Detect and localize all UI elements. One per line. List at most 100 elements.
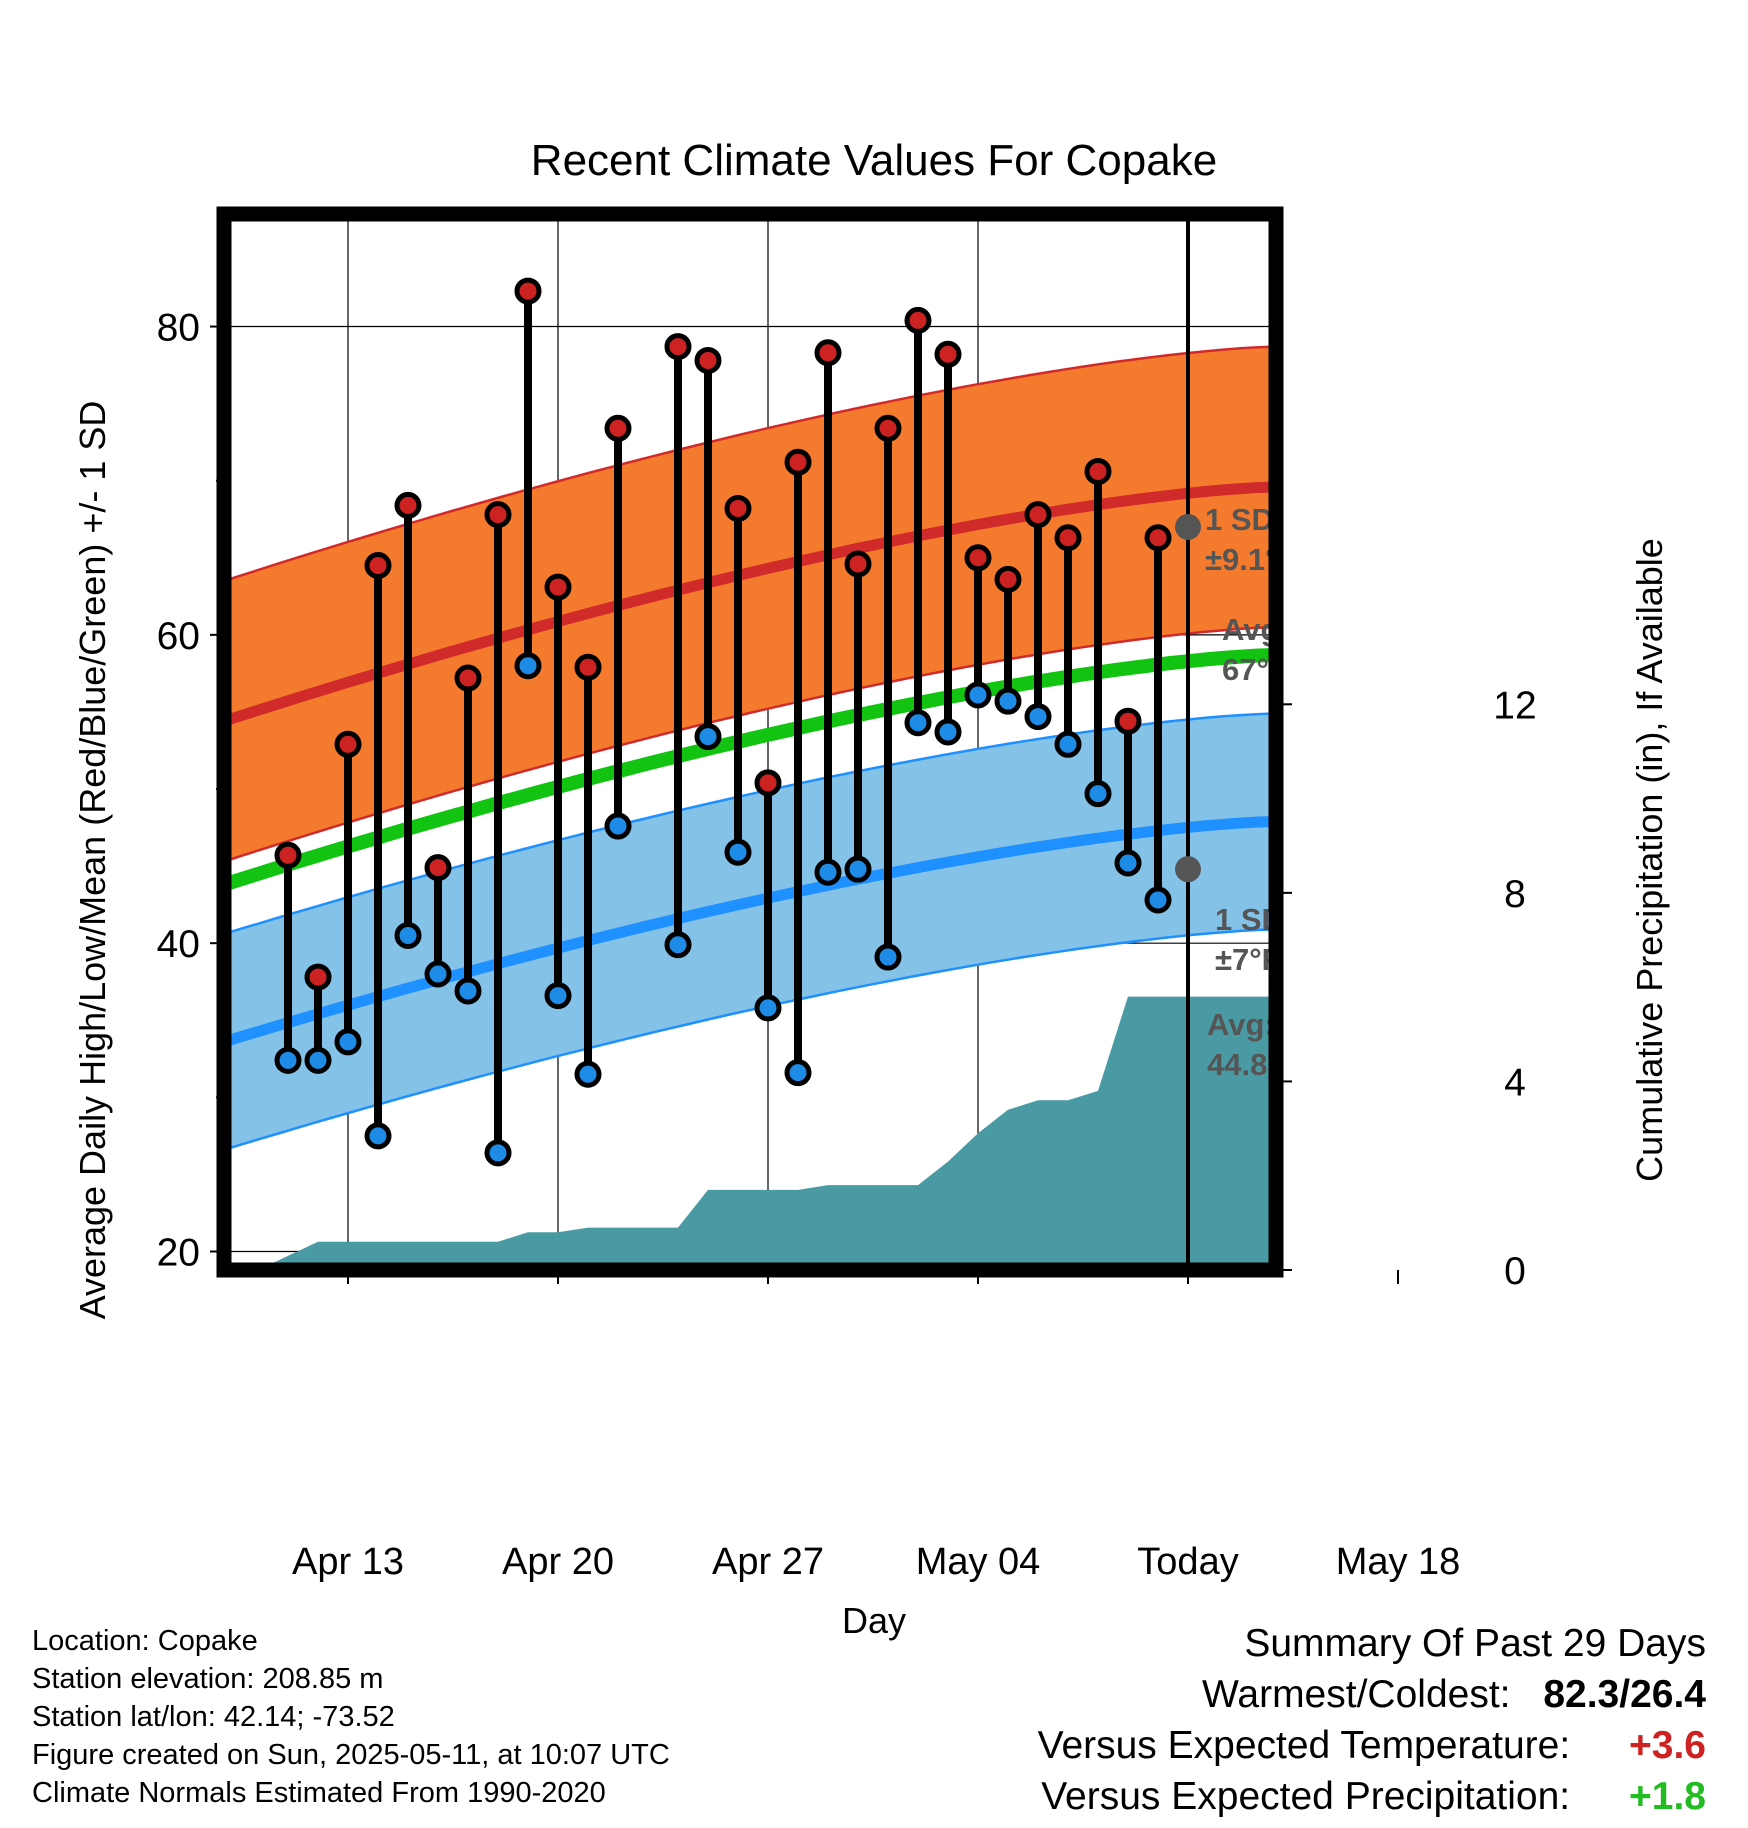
low-sd-lower-line — [224, 928, 1276, 1151]
summary-heading: Summary Of Past 29 Days — [1244, 1622, 1706, 1665]
low-point — [1144, 886, 1172, 914]
high-point — [544, 573, 572, 601]
today-high-avg-marker — [1175, 513, 1201, 540]
low-point — [334, 1028, 362, 1056]
low-point — [784, 1059, 812, 1087]
high-point — [874, 414, 902, 442]
high-point — [814, 339, 842, 367]
low-point — [694, 723, 722, 751]
normal-low-line — [224, 815, 1276, 1048]
high-point — [1114, 707, 1142, 735]
low-point — [484, 1139, 512, 1167]
warm-cold-value: 82.3/26.4 — [1543, 1673, 1706, 1716]
low-point — [904, 709, 932, 737]
high-point — [514, 277, 542, 305]
high-point — [484, 501, 512, 529]
high-point — [394, 491, 422, 519]
summary-warm-cold: Warmest/Coldest: 82.3/26.4 — [1038, 1669, 1706, 1720]
plot-frame — [216, 206, 1284, 1278]
high-point — [964, 544, 992, 572]
high-point — [904, 306, 932, 334]
high-point — [1024, 501, 1052, 529]
high-point — [454, 664, 482, 692]
high-point — [754, 769, 782, 797]
high-point — [664, 333, 692, 361]
axes: 20 40 60 80 0 4 8 12 Apr 13 Apr 20 Apr 27 May 04 Tod… — [157, 206, 1537, 1583]
low-point — [1084, 780, 1112, 808]
high-point — [304, 963, 332, 991]
y2-tick-label: 12 — [1493, 684, 1536, 727]
warm-cold-label: Warmest/Coldest: — [1202, 1673, 1511, 1716]
plot-area: 1 SD: ±9.1°F Avg: 67°F 1 SD: ±7°F Avg: 44.8°F 30… — [224, 214, 1299, 1466]
x-tick-label: Today — [1137, 1541, 1238, 1583]
y2-tick-label: 8 — [1504, 873, 1526, 916]
low-point — [754, 994, 782, 1022]
low-point — [514, 652, 542, 680]
temp-label: Versus Expected Temperature: — [1037, 1724, 1571, 1767]
low-point — [844, 855, 872, 883]
days-window-label: 30 Days — [1202, 1379, 1288, 1466]
summary-panel: Summary Of Past 29 Days Warmest/Coldest:… — [1038, 1618, 1706, 1822]
figure-created: Figure created on Sun, 2025-05-11, at 10… — [32, 1739, 670, 1771]
normals-period: Climate Normals Estimated From 1990-2020 — [32, 1777, 606, 1809]
precip-value: +1.8 — [1629, 1775, 1706, 1818]
low-sd-band — [224, 713, 1276, 1150]
high-point — [604, 414, 632, 442]
x-tick-label: Apr 27 — [712, 1541, 824, 1583]
y-tick-label: 40 — [157, 923, 200, 966]
daily-observations — [274, 277, 1172, 1167]
summary-temp: Versus Expected Temperature: +3.6 — [1038, 1720, 1706, 1771]
low-sd-annotation: 1 SD: ±7°F — [1215, 902, 1294, 977]
temp-value: +3.6 — [1629, 1724, 1706, 1767]
y-tick-label: 60 — [157, 615, 200, 658]
low-avg-annotation: Avg: 44.8°F — [1207, 1007, 1299, 1082]
low-point — [1024, 703, 1052, 731]
plot-clip-group: 1 SD: ±9.1°F Avg: 67°F 1 SD: ±7°F Avg: 44.8°F 30… — [224, 214, 1299, 1466]
low-point — [364, 1122, 392, 1150]
station-elevation: Station elevation: 208.85 m — [32, 1663, 384, 1695]
high-point — [844, 550, 872, 578]
high-point — [784, 448, 812, 476]
high-point — [274, 841, 302, 869]
high-avg-annotation: Avg: 67°F — [1222, 612, 1290, 687]
precip-area — [258, 996, 1276, 1270]
today-low-avg-marker — [1175, 856, 1201, 883]
low-point — [304, 1046, 332, 1074]
low-point — [814, 858, 842, 886]
x-tick-label: May 18 — [1336, 1541, 1461, 1583]
summary-precip: Versus Expected Precipitation: +1.8 — [1038, 1771, 1706, 1822]
low-point — [874, 943, 902, 971]
low-point — [1054, 730, 1082, 758]
high-sd-upper-line — [224, 345, 1276, 583]
y2-tick-label: 0 — [1504, 1250, 1526, 1293]
high-point — [1084, 457, 1112, 485]
high-point — [1144, 524, 1172, 552]
y-axis-label: Average Daily High/Low/Mean (Red/Blue/Gr… — [72, 401, 113, 1320]
x-tick-label: Apr 13 — [292, 1541, 404, 1583]
low-point — [934, 718, 962, 746]
y2-axis-label: Cumulative Precipitation (in), If Availa… — [1629, 538, 1670, 1182]
high-point — [724, 494, 752, 522]
y2-tick-label: 4 — [1504, 1061, 1526, 1104]
low-point — [574, 1060, 602, 1088]
low-point — [454, 977, 482, 1005]
x-tick-label: May 04 — [916, 1541, 1041, 1583]
low-point — [274, 1046, 302, 1074]
high-point — [334, 730, 362, 758]
x-axis-label: Day — [842, 1600, 906, 1641]
low-point — [544, 982, 572, 1010]
y-tick-label: 20 — [157, 1232, 200, 1275]
high-point — [424, 854, 452, 882]
low-point — [424, 960, 452, 988]
x-tick-label: Apr 20 — [502, 1541, 614, 1583]
high-point — [994, 565, 1022, 593]
station-info: Location: Copake Station elevation: 208.… — [32, 1622, 670, 1812]
high-point — [574, 653, 602, 681]
low-point — [994, 687, 1022, 715]
high-sd-band — [224, 346, 1276, 862]
low-point — [1114, 849, 1142, 877]
y-tick-label: 80 — [157, 307, 200, 350]
low-point — [964, 681, 992, 709]
high-point — [1054, 524, 1082, 552]
